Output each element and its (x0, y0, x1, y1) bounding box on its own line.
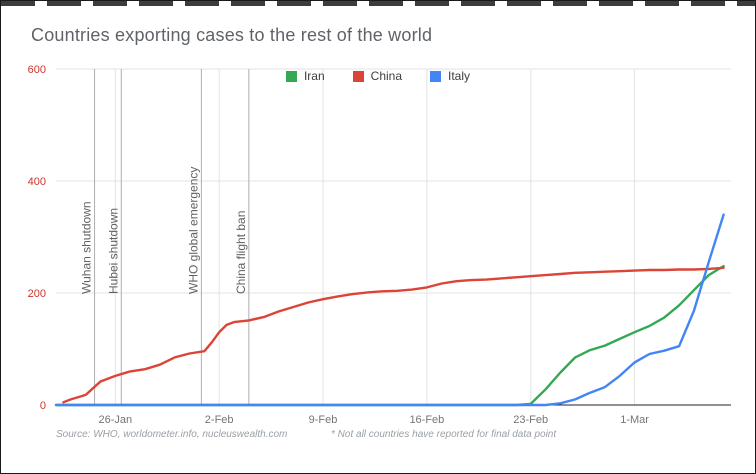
y-tick-label: 400 (28, 176, 46, 188)
series-line-iran[interactable] (54, 264, 725, 407)
annotation-label: Wuhan shutdown (80, 201, 94, 294)
annotation-label: WHO global emergency (186, 167, 200, 294)
y-tick-label: 200 (28, 288, 46, 300)
series-line-china[interactable] (62, 266, 725, 404)
data-note: * Not all countries have reported for fi… (331, 429, 557, 440)
annotation-label: China flight ban (234, 211, 248, 294)
legend-swatch-italy (430, 70, 442, 82)
x-tick-label: 9-Feb (309, 414, 338, 426)
legend-item-iran[interactable]: Iran (285, 69, 325, 83)
legend-swatch-iran (285, 70, 297, 82)
legend-label: Italy (448, 69, 471, 83)
annotation-label: Hubei shutdown (106, 208, 120, 294)
x-tick-label: 1-Mar (620, 414, 649, 426)
y-tick-label: 0 (40, 400, 46, 412)
legend-swatch-china (352, 70, 364, 82)
legend-item-italy[interactable]: Italy (430, 69, 470, 83)
x-tick-label: 16-Feb (409, 414, 444, 426)
x-tick-label: 2-Feb (205, 414, 234, 426)
x-tick-label: 23-Feb (513, 414, 548, 426)
legend-label: Iran (303, 69, 325, 83)
legend-item-china[interactable]: China (352, 69, 403, 83)
legend-label: China (370, 69, 403, 83)
dashed-selection-border (1, 1, 755, 6)
y-tick-label: 600 (28, 64, 46, 76)
legend: Iran China Italy (1, 69, 755, 83)
footer: Source: WHO, worldometer.info, nucleuswe… (1, 429, 755, 445)
chart-title: Countries exporting cases to the rest of… (31, 25, 433, 45)
series-line-italy[interactable] (54, 213, 725, 407)
x-tick-label: 26-Jan (99, 414, 133, 426)
source-note: Source: WHO, worldometer.info, nucleuswe… (56, 429, 288, 440)
